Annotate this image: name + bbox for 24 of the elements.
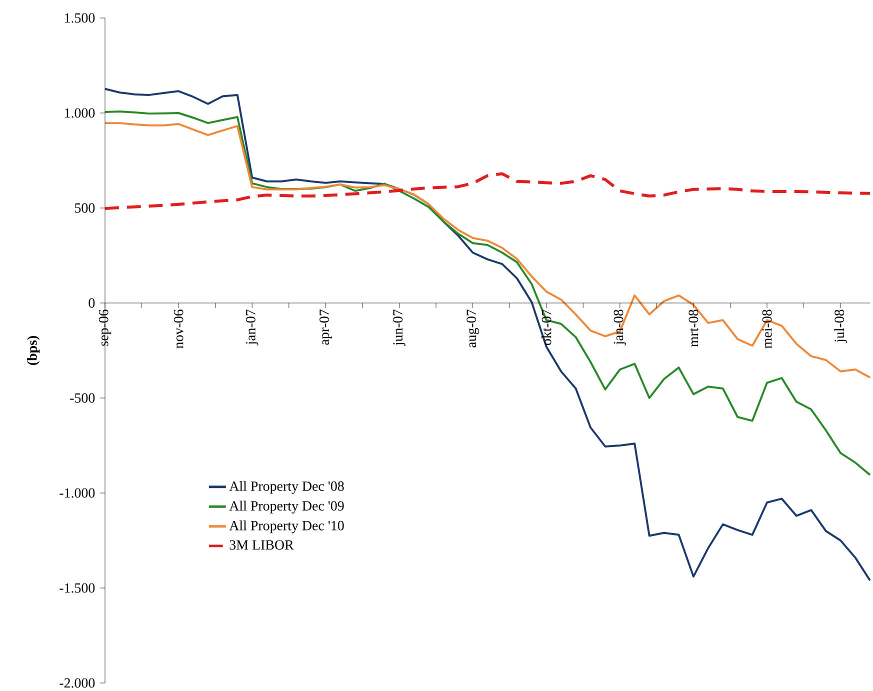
x-tick-label: sep-06 [98,310,112,346]
x-tick-label: jan-07 [246,310,258,346]
x-tick-label: okt-07 [541,310,552,346]
y-tick-label: 0 [88,298,95,308]
x-tick-label: jan-08 [614,310,626,346]
legend-label: All Property Dec '10 [229,520,344,534]
legend-label: All Property Dec '08 [229,481,344,494]
y-tick-label: -500 [70,393,95,403]
x-tick-label: mrt-08 [688,310,698,347]
y-tick-label: 1.000 [65,108,95,118]
x-tick-label: jul-08 [834,310,847,343]
y-tick-label: 500 [75,203,95,213]
y-axis-title: (bps) [27,336,40,366]
x-tick-label: aug-07 [466,310,479,348]
y-tick-label: -1.000 [60,488,95,498]
y-tick-label: 1.500 [65,13,95,23]
x-tick-label: jun-07 [393,310,406,346]
legend-label: All Property Dec '09 [229,500,344,514]
x-tick-label: mei-08 [762,310,772,348]
legend-label: 3M LIBOR [230,540,294,550]
y-tick-label: -1.500 [60,583,95,593]
y-tick-label: -2.000 [60,678,95,688]
x-tick-label: apr-07 [320,310,332,345]
x-tick-label: nov-06 [174,310,184,348]
